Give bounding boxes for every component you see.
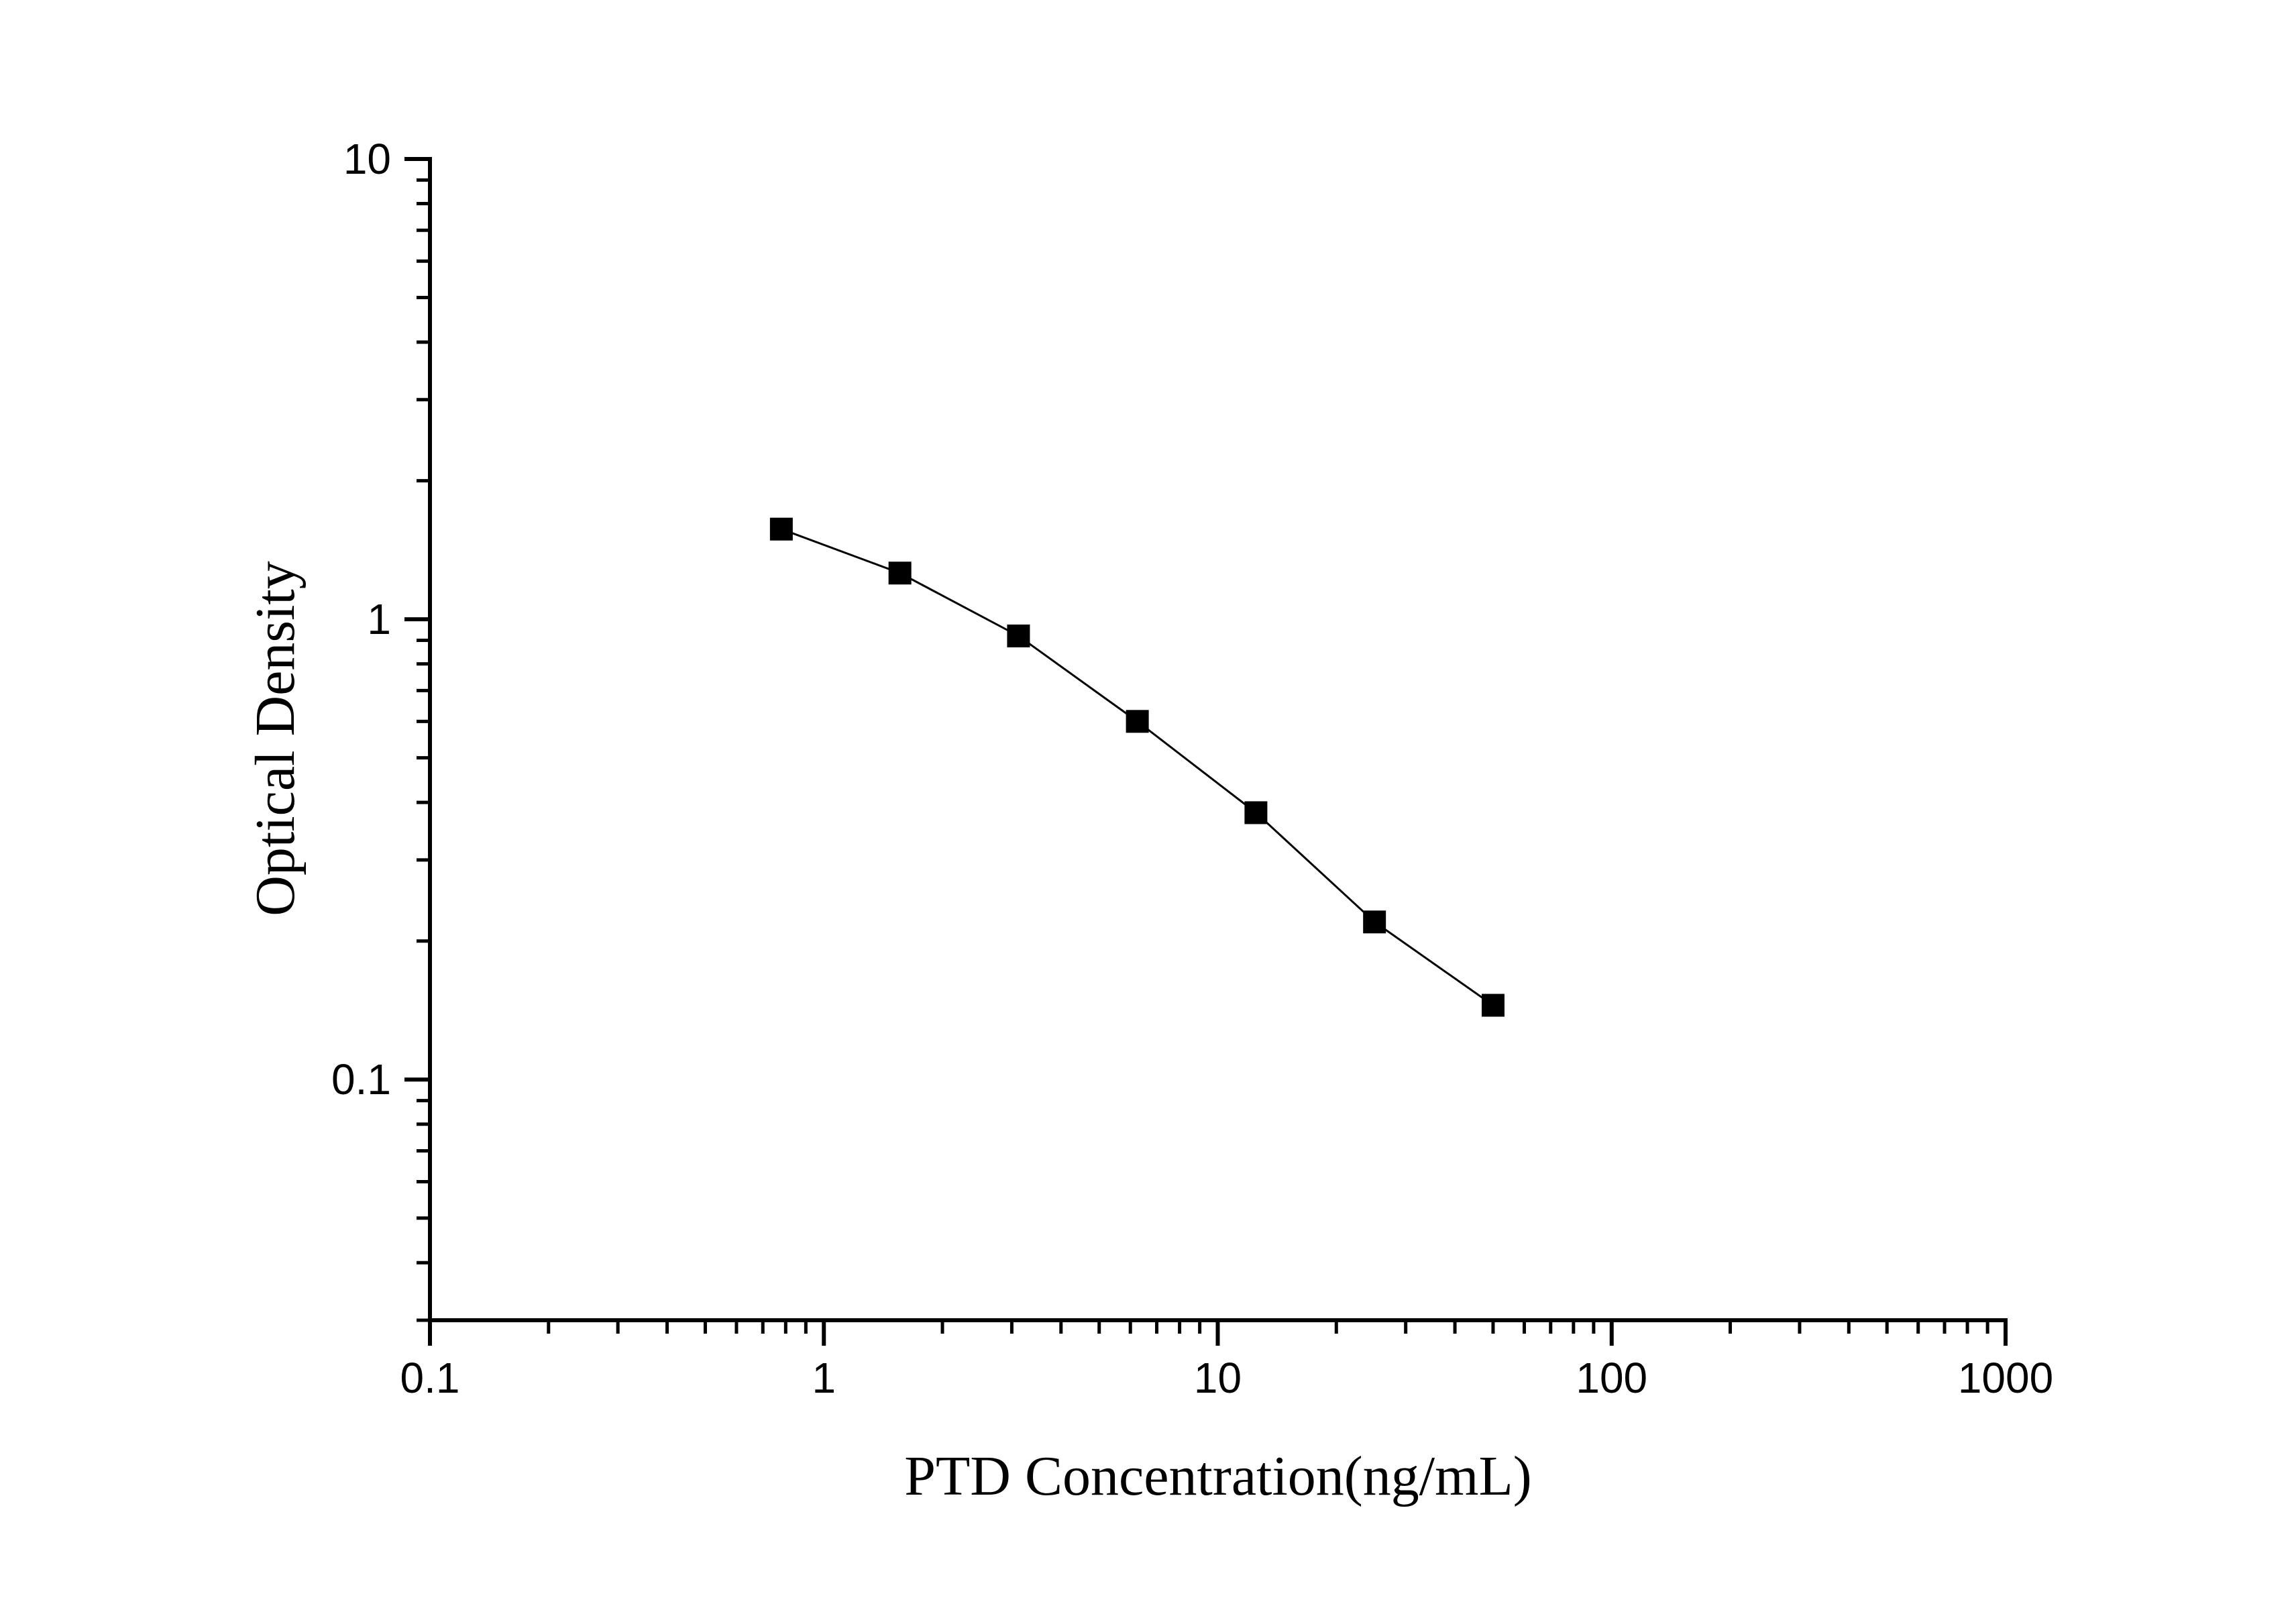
y-tick-label: 0.1	[331, 1055, 391, 1104]
x-tick-label: 0.1	[400, 1354, 460, 1402]
y-axis-title: Optical Density	[244, 561, 307, 916]
data-point	[1244, 801, 1268, 824]
data-point	[888, 562, 912, 585]
x-tick-label: 1	[812, 1354, 836, 1402]
data-points	[769, 517, 1505, 1017]
minor-ticks	[417, 178, 1989, 1334]
x-tick-labels: 0.1 1 10 100 1000	[400, 1354, 2054, 1402]
data-point	[769, 517, 793, 541]
data-point	[1481, 994, 1505, 1017]
x-tick-label: 10	[1194, 1354, 1242, 1402]
y-tick-label: 1	[367, 595, 391, 643]
y-tick-labels: 0.1 1 10	[331, 135, 391, 1104]
x-tick-label: 100	[1576, 1354, 1647, 1402]
x-tick-label: 1000	[1958, 1354, 2053, 1402]
data-point	[1126, 710, 1149, 733]
x-axis-title: PTD Concentration(ng/mL)	[904, 1445, 1531, 1507]
major-ticks	[404, 157, 2008, 1346]
data-point	[1363, 910, 1386, 934]
data-point	[1007, 624, 1030, 647]
y-tick-label: 10	[343, 135, 391, 183]
